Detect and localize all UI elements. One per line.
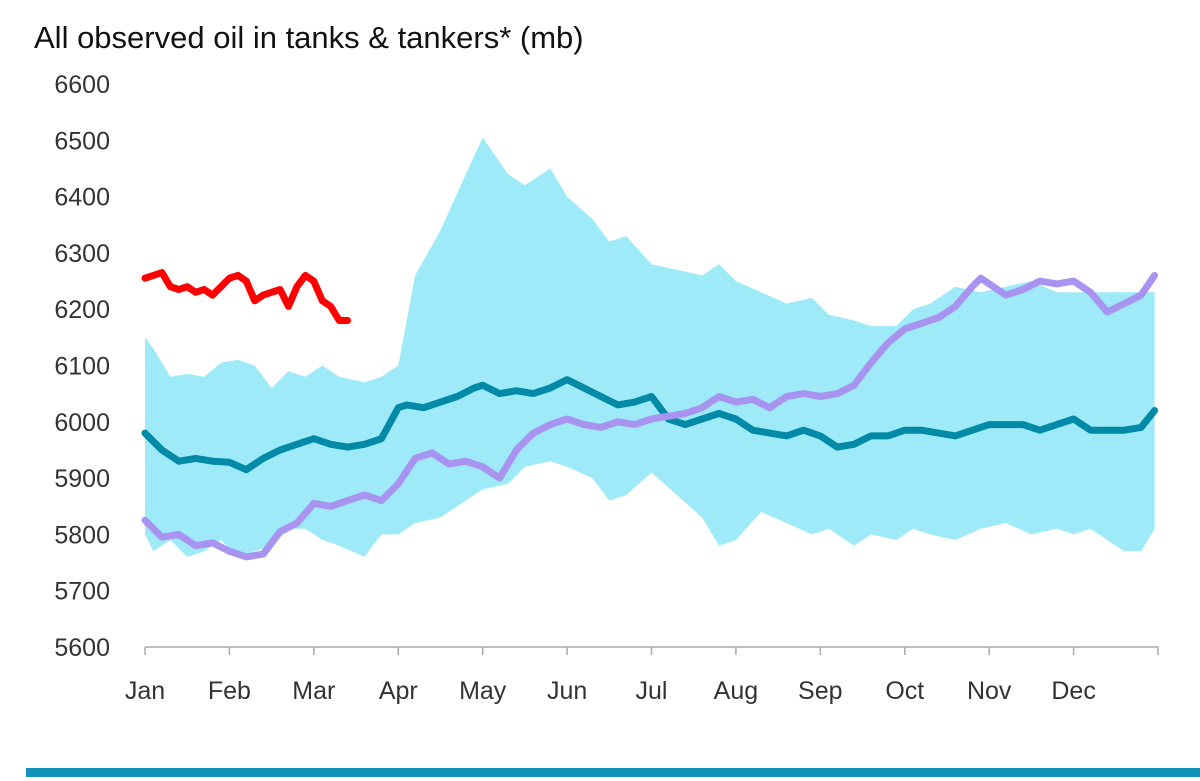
series-line-1: [141, 376, 1159, 474]
x-tick-label: Jun: [547, 677, 587, 705]
x-axis-ticks: Jan Feb Mar Apr May Jun Jul Aug Sep Oct Nov Dec: [125, 647, 1159, 705]
x-tick-label: Apr: [379, 677, 418, 705]
y-tick-label: 5900: [54, 465, 110, 493]
y-tick-label: 6000: [54, 409, 110, 437]
x-tick-label: Dec: [1051, 677, 1095, 705]
x-tick-label: Jul: [636, 677, 668, 705]
range-band: [145, 137, 1155, 557]
y-tick-label: 5600: [54, 634, 110, 662]
y-tick-label: 6200: [54, 296, 110, 324]
y-tick-label: 6500: [54, 127, 110, 155]
y-axis-labels: 5600 5700 5800 5900 6000 6100 6200 6300 6400 6500…: [54, 71, 110, 662]
x-tick-label: Jan: [125, 677, 165, 705]
y-tick-label: 6400: [54, 184, 110, 212]
y-tick-label: 6300: [54, 240, 110, 268]
y-tick-label: 6600: [54, 71, 110, 99]
chart-title: All observed oil in tanks & tankers* (mb…: [34, 20, 584, 55]
series-group: [141, 269, 1159, 561]
series-line-2: [141, 271, 1159, 561]
x-tick-label: Oct: [885, 677, 924, 705]
y-tick-label: 5800: [54, 521, 110, 549]
x-tick-label: Mar: [292, 677, 335, 705]
x-tick-label: Aug: [714, 677, 758, 705]
x-tick-label: Nov: [967, 677, 1012, 705]
y-tick-label: 6100: [54, 353, 110, 381]
y-tick-label: 5700: [54, 578, 110, 606]
x-tick-label: May: [459, 677, 507, 705]
series-line-3: [141, 269, 352, 324]
bottom-accent-bar: [26, 768, 1200, 777]
x-tick-label: Sep: [798, 677, 842, 705]
x-tick-label: Feb: [208, 677, 251, 705]
